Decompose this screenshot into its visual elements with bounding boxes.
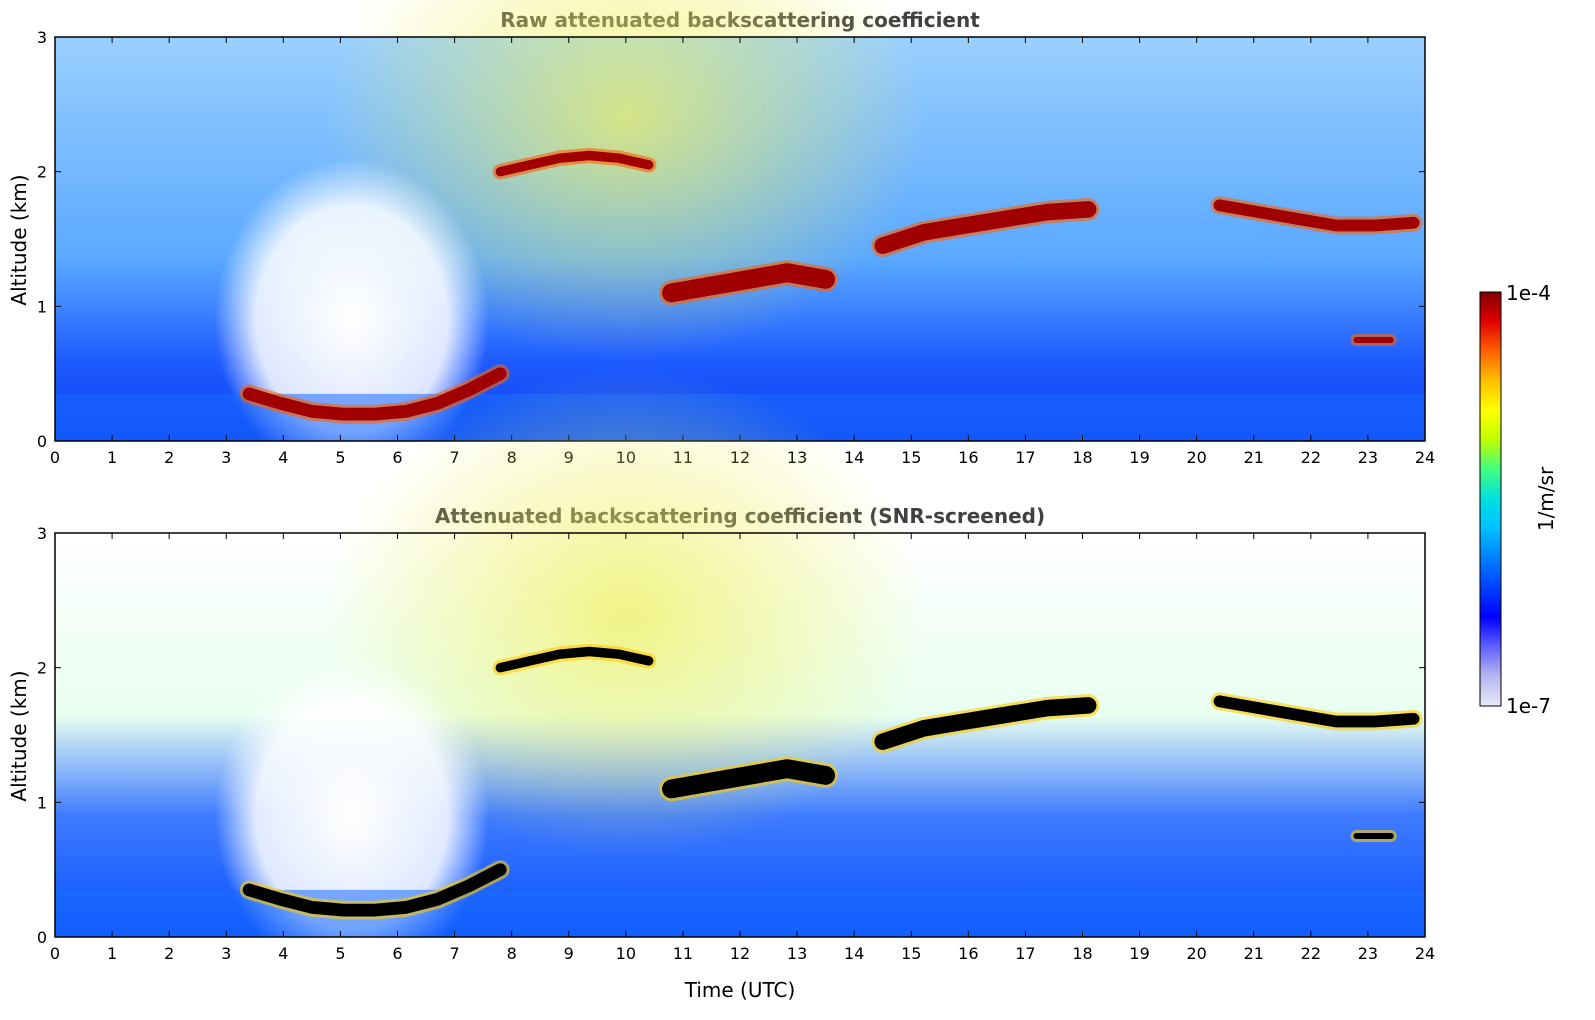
x-tick-label: 21 <box>1244 448 1264 467</box>
x-tick-label: 2 <box>164 944 174 963</box>
cloud-layer <box>1213 199 1420 232</box>
y-tick-label: 3 <box>37 524 47 543</box>
x-tick-label: 22 <box>1301 944 1321 963</box>
cloud-layer <box>495 150 654 177</box>
cloud-layer <box>874 697 1097 750</box>
x-tick-label: 21 <box>1244 944 1264 963</box>
x-tick-label: 15 <box>901 448 921 467</box>
x-tick-label: 8 <box>507 944 517 963</box>
x-tick-label: 12 <box>730 944 750 963</box>
x-tick-label: 2 <box>164 448 174 467</box>
x-tick-label: 11 <box>673 944 693 963</box>
y-axis-label: Altitude (km) <box>7 670 31 801</box>
x-tick-label: 24 <box>1415 448 1435 467</box>
y-tick-label: 0 <box>37 432 47 451</box>
cloud-layer <box>242 863 507 917</box>
x-tick-label: 17 <box>1015 944 1035 963</box>
x-tick-label: 22 <box>1301 448 1321 467</box>
x-tick-label: 0 <box>50 448 60 467</box>
x-tick-label: 4 <box>278 944 288 963</box>
x-tick-label: 5 <box>335 944 345 963</box>
colorbar-min-label: 1e-7 <box>1506 694 1551 718</box>
cloud-layer <box>662 759 836 799</box>
x-tick-label: 0 <box>50 944 60 963</box>
colorbar-unit-label: 1/m/sr <box>1534 466 1558 531</box>
x-tick-label: 10 <box>616 944 636 963</box>
y-tick-label: 2 <box>37 659 47 678</box>
axes: 0123456789101112131415161718192021222324… <box>37 28 1435 467</box>
x-tick-label: 3 <box>221 944 231 963</box>
cloud-layers <box>239 147 1423 424</box>
x-tick-label: 23 <box>1358 448 1378 467</box>
x-tick-label: 24 <box>1415 944 1435 963</box>
x-tick-label: 6 <box>392 944 402 963</box>
plot-background <box>55 371 1425 978</box>
y-tick-label: 3 <box>37 28 47 47</box>
x-tick-label: 13 <box>787 944 807 963</box>
cloud-layers <box>239 643 1423 920</box>
snr-screened-panel: Attenuated backscattering coefficient (S… <box>7 371 1435 1002</box>
x-tick-label: 23 <box>1358 944 1378 963</box>
x-tick-label: 17 <box>1015 448 1035 467</box>
cloud-layer <box>662 263 836 303</box>
colorbar-scale <box>1479 291 1502 707</box>
y-tick-label: 2 <box>37 163 47 182</box>
x-tick-label: 16 <box>958 944 978 963</box>
x-tick-label: 3 <box>221 448 231 467</box>
x-tick-label: 5 <box>335 448 345 467</box>
solar-background-region <box>326 371 926 857</box>
colorbar-max-label: 1e-4 <box>1506 281 1551 305</box>
x-tick-label: 18 <box>1072 944 1092 963</box>
x-tick-label: 1 <box>107 448 117 467</box>
x-tick-label: 1 <box>107 944 117 963</box>
x-tick-label: 16 <box>958 448 978 467</box>
x-tick-label: 18 <box>1072 448 1092 467</box>
x-tick-label: 20 <box>1186 448 1206 467</box>
x-tick-label: 19 <box>1129 944 1149 963</box>
x-tick-label: 7 <box>449 944 459 963</box>
y-axis-label: Altitude (km) <box>7 174 31 305</box>
cloud-layer <box>242 367 507 421</box>
x-tick-label: 20 <box>1186 944 1206 963</box>
x-tick-label: 15 <box>901 944 921 963</box>
y-tick-label: 0 <box>37 928 47 947</box>
cloud-layer <box>1213 695 1420 728</box>
x-tick-label: 4 <box>278 448 288 467</box>
y-tick-label: 1 <box>37 793 47 812</box>
y-tick-label: 1 <box>37 297 47 316</box>
cloud-layer <box>874 201 1097 254</box>
cloud-layer <box>495 646 654 673</box>
x-tick-label: 9 <box>564 944 574 963</box>
x-tick-label: 14 <box>844 944 864 963</box>
x-tick-label: 19 <box>1129 448 1149 467</box>
x-axis-label: Time (UTC) <box>684 978 796 1002</box>
colorbar: 1e-4 1e-7 1/m/sr <box>1479 281 1558 718</box>
